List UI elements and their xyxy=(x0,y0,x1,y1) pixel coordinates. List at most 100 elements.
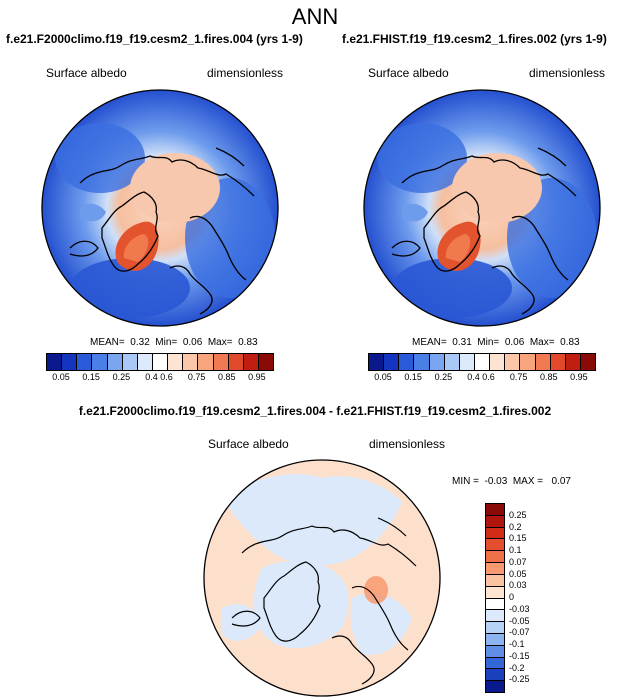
colorbar-swatch xyxy=(198,354,214,370)
colorbar-swatch xyxy=(243,354,259,370)
colorbar-swatch xyxy=(92,354,108,370)
colorbar-tick-label: 0.05 xyxy=(52,372,70,382)
colorbar-swatch xyxy=(474,354,491,370)
panel1-coastlines xyxy=(69,147,255,315)
colorbar-tick-label: 0.75 xyxy=(509,372,528,382)
colorbar-swatch xyxy=(486,527,504,540)
colorbar-tick-label: -0.05 xyxy=(509,615,530,626)
panel2-case-title: f.e21.FHIST.f19_f19.cesm2_1.fires.002 (y… xyxy=(342,32,607,46)
diff-title: f.e21.F2000climo.f19_f19.cesm2_1.fires.0… xyxy=(78,404,552,418)
colorbar-swatch xyxy=(414,354,430,370)
colorbar-swatch xyxy=(486,622,504,634)
colorbar-swatch xyxy=(505,354,521,370)
colorbar-tick-label: -0.03 xyxy=(509,603,530,614)
panel1-case-title: f.e21.F2000climo.f19_f19.cesm2_1.fires.0… xyxy=(6,32,303,46)
colorbar-swatch xyxy=(77,354,93,370)
colorbar-swatch xyxy=(520,354,536,370)
colorbar-swatch xyxy=(384,354,400,370)
colorbar-tick-label: 0.4 xyxy=(467,372,480,382)
colorbar-tick-label: 0.2 xyxy=(509,521,522,532)
colorbar-swatch xyxy=(486,669,504,682)
colorbar-tick-label: 0.05 xyxy=(374,372,392,382)
colorbar-swatch xyxy=(486,598,504,611)
panel2-coastlines xyxy=(391,147,577,315)
diff-minmax: MIN = -0.03 MAX = 0.07 xyxy=(452,476,571,487)
colorbar-tick-label: 0.05 xyxy=(509,568,527,579)
colorbar-tick-label: 0.07 xyxy=(509,556,527,567)
colorbar-swatch xyxy=(62,354,78,370)
diff-polar-map xyxy=(203,459,441,697)
colorbar-tick-label: 0.85 xyxy=(540,372,558,382)
colorbar-swatch xyxy=(486,610,504,623)
colorbar-tick-label: 0.4 xyxy=(145,372,158,382)
colorbar-swatch xyxy=(183,354,199,370)
colorbar-swatch xyxy=(459,354,475,370)
colorbar-tick-label: 0.6 xyxy=(160,372,173,382)
colorbar-swatch xyxy=(228,354,244,370)
colorbar-tick-label: 0.15 xyxy=(82,372,100,382)
colorbar-tick-label: 0.25 xyxy=(112,372,131,382)
colorbar-swatch xyxy=(486,515,504,528)
panel2-stats: MEAN= 0.31 Min= 0.06 Max= 0.83 xyxy=(412,337,580,348)
colorbar-tick-label: 0.95 xyxy=(248,372,266,382)
colorbar-swatch xyxy=(490,354,506,370)
colorbar-swatch xyxy=(429,354,445,370)
diff-var-name: Surface albedo xyxy=(208,437,289,451)
panel1-var-name: Surface albedo xyxy=(46,66,127,80)
colorbar-swatch xyxy=(137,354,153,370)
colorbar-swatch xyxy=(486,551,504,564)
colorbar-swatch xyxy=(486,539,504,552)
colorbar-swatch xyxy=(486,657,504,670)
panel1-colorbar-ticks: 0.05 0.15 0.25 0.4 0.6 0.75 0.85 0.95 xyxy=(46,372,274,384)
colorbar-tick-label: -0.1 xyxy=(509,639,525,649)
diff-colorbar-ticks: 0.25 0.2 0.15 0.1 0.07 0.05 0.03 0 -0.03 -0.05 -0.… xyxy=(509,503,549,691)
colorbar-swatch xyxy=(122,354,138,370)
colorbar-tick-label: 0.15 xyxy=(509,533,527,544)
panel2-polar-map xyxy=(363,89,601,327)
colorbar-tick-label: -0.15 xyxy=(509,650,530,661)
colorbar-tick-label: 0.75 xyxy=(187,372,206,382)
panel1-colorbar xyxy=(46,353,274,371)
colorbar-swatch xyxy=(550,354,566,370)
panel1-stats: MEAN= 0.32 Min= 0.06 Max= 0.83 xyxy=(90,337,258,348)
colorbar-swatch xyxy=(399,354,415,370)
colorbar-swatch xyxy=(168,354,184,370)
colorbar-swatch xyxy=(258,354,274,370)
panel1-polar-map xyxy=(41,89,279,327)
colorbar-tick-label: -0.25 xyxy=(509,674,530,685)
colorbar-tick-label: 0.15 xyxy=(404,372,422,382)
panel2-colorbar xyxy=(368,353,596,371)
panel2-var-name: Surface albedo xyxy=(368,66,449,80)
colorbar-swatch xyxy=(213,354,229,370)
colorbar-swatch xyxy=(107,354,123,370)
panel1-units: dimensionless xyxy=(207,66,284,80)
colorbar-tick-label: 0.03 xyxy=(509,580,527,591)
colorbar-tick-label: -0.07 xyxy=(509,627,530,638)
colorbar-tick-label: 0 xyxy=(509,592,515,602)
colorbar-swatch xyxy=(486,586,504,599)
main-title: ANN xyxy=(291,4,339,29)
colorbar-swatch xyxy=(486,504,504,516)
colorbar-tick-label: 0.1 xyxy=(509,545,522,555)
colorbar-swatch xyxy=(486,681,504,692)
colorbar-swatch xyxy=(580,354,596,370)
colorbar-swatch xyxy=(486,563,504,575)
colorbar-swatch xyxy=(535,354,551,370)
colorbar-tick-label: 0.95 xyxy=(570,372,588,382)
colorbar-swatch xyxy=(565,354,581,370)
colorbar-swatch xyxy=(47,354,63,370)
colorbar-swatch xyxy=(444,354,460,370)
colorbar-swatch xyxy=(369,354,385,370)
colorbar-tick-label: 0.6 xyxy=(482,372,495,382)
colorbar-tick-label: 0.25 xyxy=(434,372,453,382)
colorbar-tick-label: 0.85 xyxy=(218,372,236,382)
colorbar-swatch xyxy=(486,645,504,658)
colorbar-swatch xyxy=(152,354,169,370)
diff-colorbar xyxy=(485,503,505,693)
colorbar-swatch xyxy=(486,633,504,646)
panel2-colorbar-ticks: 0.05 0.15 0.25 0.4 0.6 0.75 0.85 0.95 xyxy=(368,372,596,384)
colorbar-swatch xyxy=(486,574,504,587)
colorbar-tick-label: 0.25 xyxy=(509,509,527,520)
colorbar-tick-label: -0.2 xyxy=(509,662,525,673)
panel2-units: dimensionless xyxy=(529,66,606,80)
